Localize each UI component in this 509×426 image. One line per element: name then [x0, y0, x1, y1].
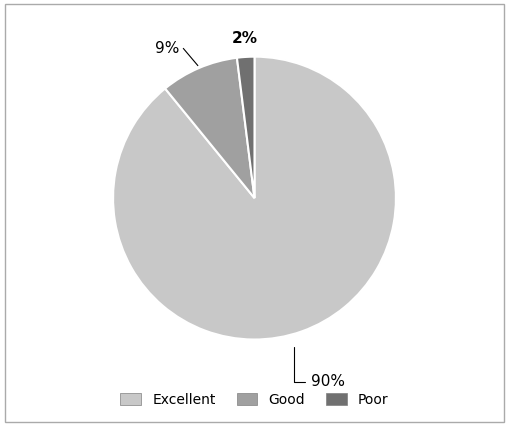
Text: 9%: 9%: [155, 41, 179, 56]
Text: 2%: 2%: [232, 31, 258, 46]
Wedge shape: [237, 57, 254, 198]
Text: 90%: 90%: [311, 374, 345, 389]
Wedge shape: [165, 58, 254, 198]
Legend: Excellent, Good, Poor: Excellent, Good, Poor: [114, 386, 395, 414]
Wedge shape: [113, 57, 396, 340]
